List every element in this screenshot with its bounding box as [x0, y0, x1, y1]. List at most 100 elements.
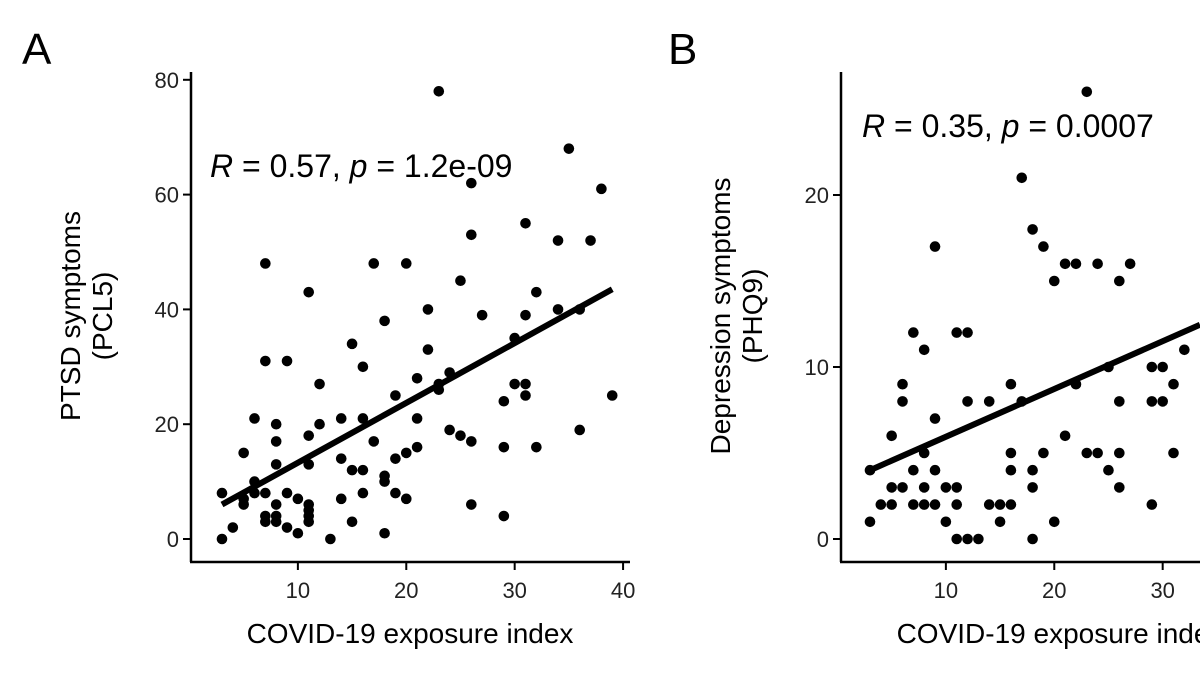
panel-b-data-point [1070, 258, 1082, 270]
panel-b-data-point [1168, 447, 1179, 459]
panel-b-data-point [1016, 172, 1028, 184]
panel-a-data-point [498, 395, 510, 407]
panel-b: B 0 10 20 10 20 30 R = 0.35, p = 0.0007 COVI… [668, 25, 1200, 649]
panel-b-y-axis-title-line1: Depression symptoms [705, 178, 736, 455]
panel-a-x-tick-label: 10 [286, 578, 310, 603]
panel-b-data-point [918, 344, 930, 356]
panel-a-data-point [520, 218, 531, 229]
panel-b-y-tick-label: 10 [805, 355, 829, 380]
panel-b-x-tick-label: 30 [1150, 578, 1174, 603]
panel-a-x-tick-label: 30 [502, 578, 526, 603]
panel-b-data-point [1114, 275, 1125, 287]
panel-a-data-point [563, 143, 575, 154]
panel-b-points [864, 86, 1190, 545]
panel-a-data-point [498, 510, 510, 522]
panel-b-data-point [983, 396, 995, 407]
panel-b-data-point [1103, 464, 1114, 476]
panel-a-x-tick-label: 20 [394, 578, 418, 603]
panel-b-data-point [983, 499, 995, 510]
panel-b-data-point [1005, 464, 1017, 476]
panel-b-data-point [973, 533, 984, 545]
panel-b-data-point [1114, 447, 1125, 459]
panel-a-data-point [411, 372, 423, 384]
panel-a-data-point [466, 177, 477, 189]
panel-a-data-point [325, 533, 336, 545]
panel-a-data-point [314, 418, 325, 430]
panel-a-data-point [346, 464, 358, 476]
panel-b-axes [839, 72, 1200, 564]
panel-a-data-point [520, 390, 531, 401]
panel-a-data-point [270, 510, 282, 522]
panel-a-axes [189, 72, 630, 564]
panel-b-data-point [875, 499, 887, 510]
panel-b-data-point [1081, 86, 1093, 98]
panel-b-data-point [1114, 482, 1125, 493]
panel-b-data-point [1114, 396, 1125, 407]
panel-a-data-point [357, 464, 369, 476]
panel-a-data-point [585, 235, 596, 246]
panel-b-data-point [1179, 344, 1190, 356]
panel-a-data-point [270, 436, 282, 447]
panel-a: A 0 20 40 60 80 10 20 30 40 R = 0.57, p = 1.2e-… [22, 25, 635, 649]
panel-a-data-point [400, 493, 412, 505]
panel-a-data-point [520, 378, 531, 390]
panel-a-data-point [303, 286, 315, 298]
panel-a-data-point [292, 527, 304, 539]
panel-a-data-point [292, 493, 304, 505]
panel-a-y-tick-label: 20 [155, 412, 179, 437]
panel-b-data-point [908, 327, 919, 338]
panel-a-data-point [466, 499, 477, 510]
panel-a-data-point [552, 235, 564, 246]
panel-b-data-point [929, 464, 941, 476]
panel-a-letter: A [22, 25, 52, 74]
panel-b-data-point [951, 533, 963, 545]
panel-a-data-point [260, 258, 271, 269]
panel-a-data-point [531, 441, 542, 453]
panel-a-y-axis-title: PTSD symptoms (PCL5) [55, 211, 118, 421]
panel-b-data-point [962, 327, 973, 338]
panel-b-x-tick-label: 10 [934, 578, 958, 603]
panel-a-data-point [368, 258, 380, 269]
panel-a-data-point [314, 378, 325, 390]
panel-a-y-tick-label: 80 [155, 68, 179, 93]
panel-b-data-point [1092, 258, 1103, 270]
panel-b-y-tick-label: 20 [805, 183, 829, 208]
panel-a-x-tick-label: 40 [611, 578, 635, 603]
panel-b-data-point [1038, 241, 1049, 252]
panel-a-data-point [596, 183, 607, 195]
panel-a-data-point [379, 470, 390, 482]
panel-b-data-point [940, 482, 952, 493]
panel-b-data-point [929, 499, 941, 510]
panel-b-data-point [864, 516, 876, 528]
panel-b-data-point [886, 430, 897, 442]
panel-b-data-point [1005, 499, 1017, 510]
panel-a-data-point [260, 487, 271, 499]
panel-b-p-label: p [1001, 108, 1020, 144]
panel-a-data-point [346, 516, 358, 528]
panel-b-y-tick-label: 0 [817, 527, 829, 552]
panel-a-data-point [455, 430, 466, 441]
panel-a-data-point [411, 441, 423, 453]
panel-a-data-point [400, 447, 412, 459]
panel-b-data-point [962, 533, 973, 545]
panel-a-data-point [303, 459, 315, 470]
panel-a-points [216, 85, 618, 545]
panel-b-data-point [951, 499, 963, 510]
panel-a-data-point [227, 522, 239, 533]
panel-b-regression-line [868, 322, 1200, 473]
panel-a-data-point [303, 430, 315, 441]
panel-b-data-point [1146, 396, 1158, 407]
panel-a-data-point [466, 436, 477, 447]
panel-a-data-point [335, 453, 347, 464]
panel-a-data-point [422, 344, 434, 355]
panel-a-data-point [574, 424, 586, 436]
panel-a-data-point [303, 499, 315, 510]
panel-b-data-point [1059, 258, 1071, 270]
panel-a-x-axis-title: COVID-19 exposure index [247, 618, 574, 649]
panel-a-regression-line [220, 286, 614, 508]
panel-a-data-point [270, 499, 282, 510]
panel-a-data-point [216, 487, 228, 499]
panel-a-data-point [520, 309, 531, 321]
panel-a-data-point [433, 85, 445, 97]
